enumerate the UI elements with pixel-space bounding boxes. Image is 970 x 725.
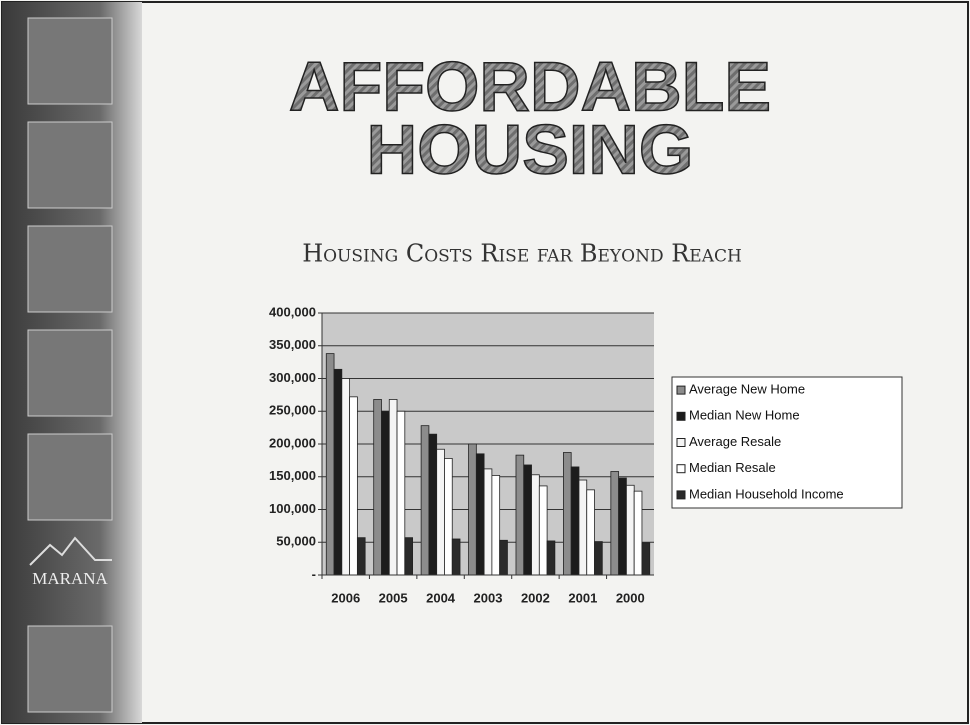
bar: [587, 490, 595, 575]
y-tick-label: -: [312, 566, 316, 581]
legend-label: Average New Home: [689, 382, 805, 397]
photo: [28, 18, 112, 104]
bar: [524, 465, 532, 575]
x-tick-label: 2005: [379, 590, 408, 605]
y-tick-label: 100,000: [269, 501, 316, 516]
slide: MARANA AFFORDABLE HOUSING Housing Costs …: [0, 0, 970, 725]
y-tick-label: 350,000: [269, 337, 316, 352]
x-tick-label: 2002: [521, 590, 550, 605]
legend-swatch: [677, 465, 685, 473]
legend-swatch: [677, 412, 685, 420]
bar: [634, 491, 642, 575]
bar: [642, 543, 650, 575]
legend-label: Average Resale: [689, 434, 781, 449]
y-tick-label: 200,000: [269, 435, 316, 450]
y-tick-label: 400,000: [269, 304, 316, 319]
y-tick-label: 250,000: [269, 403, 316, 418]
bar: [374, 399, 382, 575]
bar: [334, 369, 342, 575]
bar: [579, 480, 587, 575]
bar: [500, 540, 508, 575]
bar: [421, 426, 429, 575]
bar: [469, 444, 477, 575]
photo: [28, 226, 112, 312]
y-tick-label: 50,000: [276, 534, 316, 549]
photo: [28, 626, 112, 712]
bar: [326, 354, 334, 575]
bar: [342, 379, 350, 576]
bar: [437, 449, 445, 575]
x-tick-label: 2000: [616, 590, 645, 605]
bar: [405, 538, 413, 575]
y-tick-label: 150,000: [269, 468, 316, 483]
logo-text: MARANA: [32, 569, 108, 588]
x-tick-label: 2006: [331, 590, 360, 605]
photo: [28, 434, 112, 520]
bar: [452, 539, 460, 575]
bar: [484, 469, 492, 575]
bar: [516, 455, 524, 575]
chart-title: Housing Costs Rise far Beyond Reach: [302, 240, 742, 268]
legend-swatch: [677, 439, 685, 447]
bar: [571, 467, 579, 575]
bar: [611, 472, 619, 575]
bar: [539, 486, 547, 575]
bar: [563, 453, 571, 575]
bar: [350, 397, 358, 575]
bar: [357, 538, 365, 575]
x-tick-label: 2001: [568, 590, 597, 605]
legend-label: Median Household Income: [689, 486, 844, 501]
bar: [397, 411, 405, 575]
photo: [28, 330, 112, 416]
bar: [532, 475, 540, 575]
bar: [381, 411, 389, 575]
legend-label: Median New Home: [689, 408, 800, 423]
bar: [444, 458, 452, 575]
legend-label: Median Resale: [689, 460, 776, 475]
bar: [626, 485, 634, 575]
bar: [595, 542, 603, 575]
bar: [429, 434, 437, 575]
bar: [476, 454, 484, 575]
legend-swatch: [677, 491, 685, 499]
bar: [547, 541, 555, 575]
x-tick-label: 2004: [426, 590, 456, 605]
bar: [389, 399, 397, 575]
heading-line: HOUSING: [367, 110, 694, 188]
x-tick-label: 2003: [474, 590, 503, 605]
bar: [619, 478, 627, 575]
photo: [28, 122, 112, 208]
bar: [492, 475, 500, 575]
legend-swatch: [677, 386, 685, 394]
y-tick-label: 300,000: [269, 370, 316, 385]
